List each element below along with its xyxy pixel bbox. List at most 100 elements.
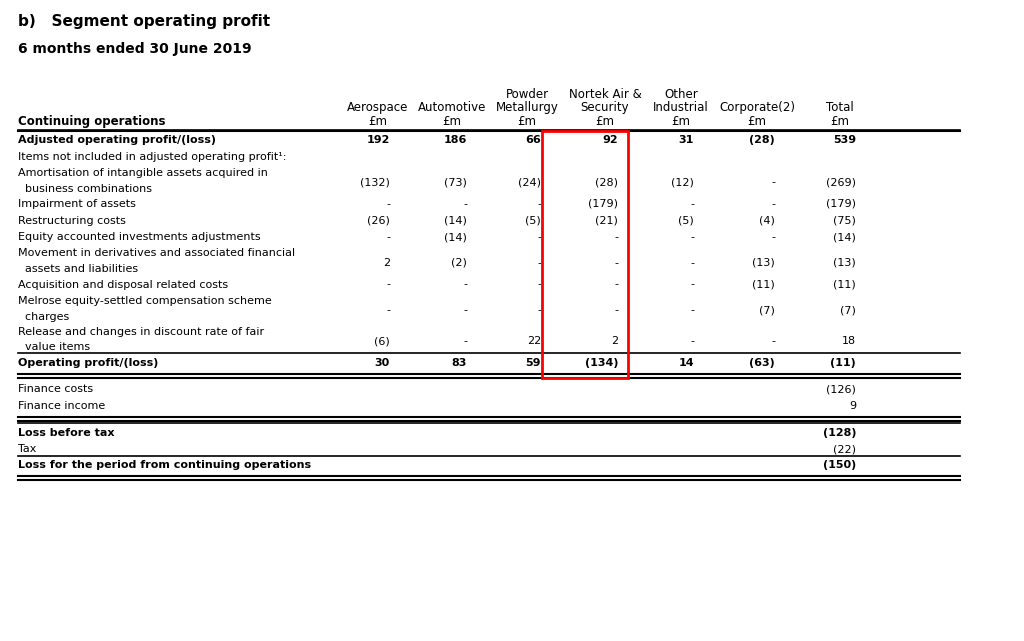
Text: (12): (12) [671, 178, 694, 187]
Text: 92: 92 [602, 135, 618, 145]
Text: (26): (26) [368, 215, 390, 226]
Text: Restructuring costs: Restructuring costs [18, 215, 126, 226]
Text: -: - [537, 305, 541, 315]
Text: (179): (179) [826, 199, 856, 209]
Text: -: - [771, 232, 775, 242]
Text: Items not included in adjusted operating profit¹:: Items not included in adjusted operating… [18, 151, 287, 162]
Text: -: - [463, 199, 467, 209]
Text: Tax: Tax [18, 444, 37, 454]
Text: -: - [537, 258, 541, 268]
Text: Loss before tax: Loss before tax [18, 428, 115, 438]
Text: (11): (11) [834, 279, 856, 290]
Text: Continuing operations: Continuing operations [18, 115, 166, 128]
Text: charges: charges [18, 312, 70, 322]
Text: (73): (73) [444, 178, 467, 187]
Text: (28): (28) [595, 178, 618, 187]
Text: 18: 18 [842, 337, 856, 346]
Text: (4): (4) [759, 215, 775, 226]
Text: -: - [614, 279, 618, 290]
Text: 2: 2 [611, 337, 618, 346]
Text: -: - [386, 279, 390, 290]
Text: -: - [614, 305, 618, 315]
Text: -: - [463, 279, 467, 290]
Text: £m: £m [748, 115, 767, 128]
Text: 186: 186 [443, 135, 467, 145]
Text: -: - [771, 178, 775, 187]
Text: Release and changes in discount rate of fair: Release and changes in discount rate of … [18, 327, 264, 337]
Text: Impairment of assets: Impairment of assets [18, 199, 136, 209]
Text: Acquisition and disposal related costs: Acquisition and disposal related costs [18, 279, 228, 290]
Text: (24): (24) [518, 178, 541, 187]
Text: (14): (14) [444, 215, 467, 226]
Text: -: - [690, 305, 694, 315]
Text: -: - [614, 258, 618, 268]
Text: 59: 59 [525, 358, 541, 368]
Text: -: - [690, 232, 694, 242]
Text: Total: Total [826, 101, 854, 114]
Text: (134): (134) [585, 358, 618, 368]
Text: (6): (6) [374, 337, 390, 346]
Text: £m: £m [369, 115, 387, 128]
Text: Melrose equity-settled compensation scheme: Melrose equity-settled compensation sche… [18, 296, 271, 306]
Text: -: - [537, 232, 541, 242]
Text: b)   Segment operating profit: b) Segment operating profit [18, 14, 270, 29]
Text: 14: 14 [678, 358, 694, 368]
Text: (126): (126) [826, 385, 856, 394]
Text: Automotive: Automotive [418, 101, 486, 114]
Text: Loss for the period from continuing operations: Loss for the period from continuing oper… [18, 460, 311, 470]
Text: (11): (11) [830, 358, 856, 368]
Text: (128): (128) [822, 428, 856, 438]
Text: £m: £m [672, 115, 690, 128]
Text: (75): (75) [834, 215, 856, 226]
Text: 66: 66 [525, 135, 541, 145]
Text: Finance costs: Finance costs [18, 385, 93, 394]
Text: 31: 31 [679, 135, 694, 145]
Text: Equity accounted investments adjustments: Equity accounted investments adjustments [18, 232, 261, 242]
Text: -: - [463, 305, 467, 315]
Text: assets and liabilities: assets and liabilities [18, 264, 138, 274]
Text: -: - [386, 232, 390, 242]
Text: 539: 539 [833, 135, 856, 145]
Text: -: - [771, 337, 775, 346]
Text: Powder: Powder [506, 88, 549, 101]
Text: 9: 9 [849, 401, 856, 411]
Text: Amortisation of intangible assets acquired in: Amortisation of intangible assets acquir… [18, 168, 268, 178]
Text: (269): (269) [826, 178, 856, 187]
Text: Corporate(2): Corporate(2) [719, 101, 795, 114]
Text: (21): (21) [595, 215, 618, 226]
Text: (28): (28) [750, 135, 775, 145]
Text: -: - [537, 199, 541, 209]
Text: Movement in derivatives and associated financial: Movement in derivatives and associated f… [18, 249, 295, 258]
Text: Operating profit/(loss): Operating profit/(loss) [18, 358, 159, 368]
Text: -: - [614, 232, 618, 242]
Text: 22: 22 [526, 337, 541, 346]
Text: (179): (179) [588, 199, 618, 209]
Text: (5): (5) [525, 215, 541, 226]
Text: £m: £m [442, 115, 462, 128]
Text: Security: Security [581, 101, 630, 114]
Text: £m: £m [596, 115, 614, 128]
Text: (7): (7) [840, 305, 856, 315]
Text: -: - [386, 305, 390, 315]
Text: (11): (11) [753, 279, 775, 290]
Text: (22): (22) [833, 444, 856, 454]
Text: business combinations: business combinations [18, 183, 152, 194]
Text: £m: £m [830, 115, 850, 128]
Text: Adjusted operating profit/(loss): Adjusted operating profit/(loss) [18, 135, 216, 145]
Text: Finance income: Finance income [18, 401, 105, 411]
Text: -: - [386, 199, 390, 209]
Text: (7): (7) [759, 305, 775, 315]
Text: Industrial: Industrial [653, 101, 709, 114]
Text: Aerospace: Aerospace [347, 101, 409, 114]
Text: (14): (14) [444, 232, 467, 242]
Text: -: - [690, 258, 694, 268]
Text: -: - [463, 337, 467, 346]
Text: Metallurgy: Metallurgy [496, 101, 558, 114]
Text: (2): (2) [452, 258, 467, 268]
Text: Other: Other [665, 88, 698, 101]
Text: 30: 30 [375, 358, 390, 368]
Text: (14): (14) [834, 232, 856, 242]
Text: value items: value items [18, 342, 90, 353]
Text: (63): (63) [750, 358, 775, 368]
Text: (150): (150) [822, 460, 856, 470]
